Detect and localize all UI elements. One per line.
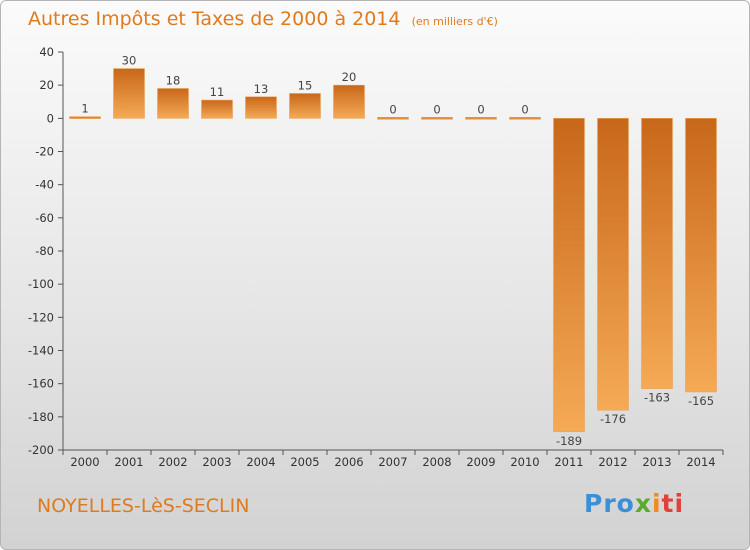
bar-2008 [421, 117, 453, 120]
data-label-2002: 18 [166, 73, 181, 87]
x-tick-label: 2003 [202, 455, 231, 469]
data-label-2001: 30 [122, 54, 137, 68]
y-tick-label: -80 [35, 244, 54, 258]
data-label-2011: -189 [556, 434, 582, 448]
y-tick-label: -120 [28, 310, 54, 324]
data-labels: 1 30 18 11 13 15 20 0 0 0 0 -189 -176 -163 -165 [81, 54, 714, 448]
y-tick-label: -60 [35, 211, 54, 225]
proxiti-logo: Proxiti [584, 489, 684, 518]
data-label-2005: 15 [298, 78, 313, 92]
data-label-2010: 0 [521, 102, 528, 116]
chart-title: Autres Impôts et Taxes de 2000 à 2014 (e… [28, 8, 498, 30]
bars [69, 68, 717, 433]
logo-part: ti [661, 489, 685, 518]
bar-2009 [465, 117, 497, 120]
x-tick-label: 2011 [554, 455, 583, 469]
x-tick-label: 2005 [290, 455, 319, 469]
y-tick-label: -40 [35, 178, 54, 192]
y-tick-label: -20 [35, 145, 54, 159]
city-name: NOYELLES-LèS-SECLIN [37, 495, 250, 517]
x-tick-label: 2001 [114, 455, 143, 469]
data-label-2004: 13 [254, 82, 269, 96]
bar-2014 [685, 118, 717, 393]
bar-2007 [377, 117, 409, 120]
y-tick-label: 0 [47, 111, 54, 125]
x-tick-label: 2010 [510, 455, 539, 469]
x-tick-label: 2006 [334, 455, 363, 469]
title-text: Autres Impôts et Taxes de 2000 à 2014 [28, 8, 401, 30]
data-label-2003: 11 [210, 85, 225, 99]
y-tick-label: -140 [28, 344, 54, 358]
bar-2011 [553, 118, 585, 433]
x-tick-label: 2004 [246, 455, 275, 469]
y-tick-label: -100 [28, 277, 54, 291]
bar-2001 [113, 68, 145, 119]
bar-2012 [597, 118, 629, 411]
data-label-2009: 0 [477, 102, 484, 116]
data-label-2008: 0 [433, 102, 440, 116]
bar-2013 [641, 118, 673, 389]
x-tick-label: 2008 [422, 455, 451, 469]
data-label-2007: 0 [389, 102, 396, 116]
y-tick-label: -180 [28, 410, 54, 424]
x-tick-label: 2009 [466, 455, 495, 469]
data-label-2014: -165 [688, 394, 714, 408]
unit-text: (en milliers d'€) [411, 15, 498, 28]
bar-2000 [69, 116, 101, 119]
axes: 40 20 0 -20 -40 -60 -80 -100 -120 -140 -160 -180 -20… [28, 45, 724, 469]
logo-part: i [651, 489, 662, 518]
x-tick-label: 2014 [686, 455, 715, 469]
y-tick-label: 40 [39, 45, 54, 59]
bar-2010 [509, 117, 541, 120]
logo-part: Pro [584, 489, 635, 518]
data-label-2012: -176 [600, 412, 626, 426]
x-tick-label: 2013 [642, 455, 671, 469]
bar-2002 [157, 88, 189, 119]
bar-2005 [289, 93, 321, 119]
x-tick-label: 2002 [158, 455, 187, 469]
bar-2006 [333, 84, 365, 119]
y-tick-label: -160 [28, 377, 54, 391]
logo-part: x [634, 489, 652, 518]
bar-2004 [245, 96, 277, 119]
y-tick-label: -200 [28, 443, 54, 457]
data-label-2013: -163 [644, 391, 670, 405]
y-tick-label: 20 [39, 78, 54, 92]
data-label-2000: 1 [81, 102, 88, 116]
bar-2003 [201, 99, 233, 119]
x-tick-label: 2012 [598, 455, 627, 469]
x-tick-label: 2007 [378, 455, 407, 469]
x-tick-label: 2000 [70, 455, 99, 469]
data-label-2006: 20 [342, 70, 357, 84]
